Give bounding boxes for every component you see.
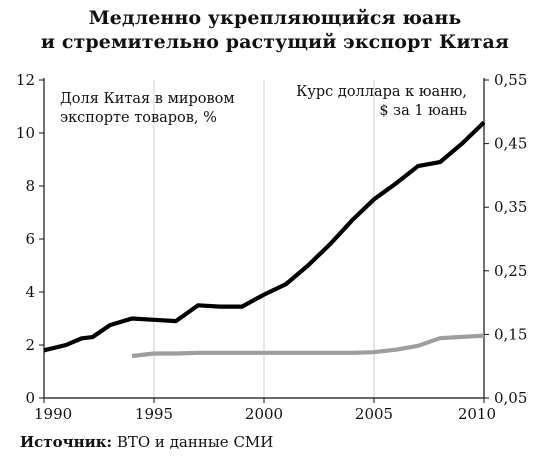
y-left-tick-label-5: 10 [16,124,35,142]
y-left-tick-label-4: 8 [25,177,35,195]
y-left-tick-label-6: 12 [16,71,35,89]
y-left-tick-label-3: 6 [25,230,35,248]
source-label: Источник: [20,433,113,451]
y-left-tick-label-2: 4 [25,283,35,301]
source-text: ВТО и данные СМИ [112,433,274,451]
y-left-tick-label-0: 0 [25,389,35,407]
annotation-left-line-2: экспорте товаров, % [60,110,217,126]
x-tick-label-1: 1995 [135,405,173,423]
x-tick-label-0: 1990 [34,405,72,423]
y-right-tick-label-5: 0,55 [494,71,527,89]
series-line-export-share [43,120,486,353]
x-tick-label-3: 2005 [355,405,393,423]
chart-title-line-1: Медленно укрепляющийся юань [88,7,462,29]
y-right-tick-label-4: 0,45 [494,135,527,153]
annotation-right-line-1: Курс доллара к юаню, [296,84,467,100]
y-right-tick-label-3: 0,35 [494,198,527,216]
annotation-right-line-2: $ за 1 юань [379,103,467,119]
y-right-tick-label-0: 0,05 [494,389,527,407]
y-left-tick-label-1: 2 [25,336,35,354]
x-tick-label-2: 2000 [245,405,283,423]
chart-title-line-2: и стремительно растущий экспорт Китая [40,31,510,53]
x-tick-label-4: 2010 [458,405,496,423]
annotation-left-line-1: Доля Китая в мировом [60,91,235,107]
source-note: Источник: ВТО и данные СМИ [20,432,273,452]
y-right-tick-label-1: 0,15 [494,325,527,343]
series-line-exchange-rate [131,333,485,359]
chart-title: Медленно укрепляющийся юань и стремитель… [0,6,550,54]
y-right-tick-label-2: 0,25 [494,262,527,280]
